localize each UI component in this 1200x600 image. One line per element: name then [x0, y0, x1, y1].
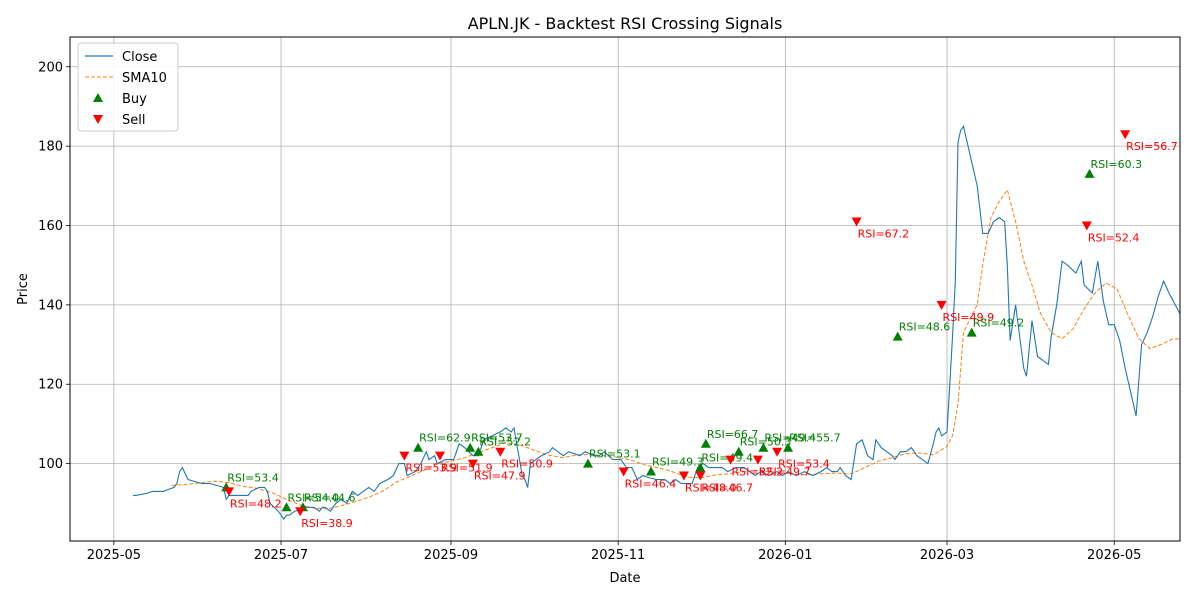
y-tick-label: 200 — [38, 60, 63, 75]
buy-annotation: RSI=54.0 — [288, 491, 340, 504]
buy-annotation: RSI=55.7 — [789, 432, 841, 445]
buy-marker — [966, 327, 977, 337]
sma10-series-line — [171, 188, 1180, 510]
sell-annotation: RSI=56.7 — [1126, 140, 1178, 153]
sell-annotation: RSI=48.2 — [230, 497, 282, 510]
x-axis-label: Date — [609, 571, 640, 586]
y-tick-label: 160 — [38, 219, 63, 234]
buy-annotation: RSI=53.7 — [471, 432, 523, 445]
buy-annotation: RSI=48.6 — [899, 321, 951, 334]
sma-layer — [171, 188, 1180, 510]
buy-annotation: RSI=50.3 — [740, 436, 792, 449]
sell-annotation: RSI=52.2 — [732, 466, 784, 479]
buy-annotation: RSI=53.1 — [589, 448, 641, 461]
sell-marker — [695, 471, 706, 481]
buy-marker — [892, 331, 903, 341]
legend-label: Close — [122, 50, 157, 65]
buy-marker — [695, 462, 706, 472]
sell-annotation: RSI=47.9 — [474, 470, 526, 483]
sell-annotation: RSI=53.4 — [778, 458, 830, 471]
sell-marker — [399, 451, 410, 461]
buy-annotation: RSI=62.9 — [419, 432, 471, 445]
buy-annotation: RSI=49.3 — [652, 456, 704, 469]
sell-annotation: RSI=53.9 — [405, 462, 457, 475]
sell-annotation: RSI=46.4 — [625, 478, 677, 491]
sell-annotation: RSI=38.9 — [301, 517, 353, 530]
buy-marker — [1084, 168, 1095, 178]
x-tick-label: 2026-05 — [1087, 548, 1141, 563]
buy-annotation: RSI=52.2 — [479, 436, 531, 449]
buy-marker — [413, 442, 424, 452]
grid — [70, 37, 1180, 541]
x-tick-label: 2026-01 — [758, 548, 812, 563]
close-series-line — [133, 124, 1180, 521]
buy-marker — [583, 458, 593, 468]
y-tick-label: 100 — [38, 457, 63, 472]
close-layer — [133, 124, 1180, 521]
buy-marker — [465, 442, 476, 452]
x-tick-label: 2026-03 — [920, 548, 974, 563]
buy-marker — [758, 442, 769, 452]
legend: Close SMA10 Buy Sell — [77, 42, 179, 132]
buy-marker — [700, 438, 711, 448]
y-axis-label: Price — [16, 273, 31, 305]
sell-marker — [618, 467, 629, 477]
buy-annotation: RSI=44.6 — [304, 491, 356, 504]
legend-label: SMA10 — [122, 71, 167, 86]
sell-annotation: RSI=67.2 — [858, 228, 910, 241]
buy-annotation: RSI=66.7 — [707, 428, 759, 441]
chart-title: APLN.JK - Backtest RSI Crossing Signals — [468, 14, 783, 33]
sell-marker — [752, 455, 763, 465]
sell-marker — [223, 487, 234, 497]
sell-annotation: RSI=49.9 — [943, 311, 995, 324]
sell-marker — [1081, 221, 1092, 231]
sell-marker — [851, 217, 862, 227]
buy-annotation: RSI=49.2 — [973, 317, 1025, 330]
buy-marker — [733, 446, 744, 456]
sell-annotation: RSI=52.4 — [1088, 232, 1140, 245]
buy-annotation: RSI=60.3 — [1091, 158, 1143, 171]
x-tick-label: 2025-07 — [254, 548, 308, 563]
sell-annotation: RSI=51.9 — [441, 462, 493, 475]
legend-box — [77, 42, 179, 132]
buy-annotation: RSI=49.4 — [764, 432, 816, 445]
legend-label: Sell — [122, 113, 145, 128]
sell-marker — [772, 447, 783, 457]
buy-marker — [473, 446, 484, 456]
sell-annotation: RSI=50.9 — [501, 458, 553, 471]
plot-frame — [69, 36, 1181, 542]
buy-marker — [646, 466, 657, 476]
buy-marker — [281, 502, 292, 512]
x-tick-label: 2025-09 — [424, 548, 478, 563]
x-tick-label: 2025-11 — [591, 548, 645, 563]
sell-marker — [1120, 130, 1131, 140]
sell-annotation: RSI=49.7 — [759, 466, 811, 479]
sell-marker — [936, 300, 947, 310]
legend-sell-swatch — [93, 115, 103, 124]
x-tick-label: 2025-05 — [87, 548, 141, 563]
sell-annotation: RSI=48.0 — [685, 482, 737, 495]
plot-background — [70, 37, 1180, 541]
sell-marker — [495, 447, 506, 457]
legend-buy-swatch — [93, 93, 103, 102]
y-tick-label: 140 — [38, 298, 63, 313]
sell-marker — [467, 459, 478, 469]
sell-marker — [725, 455, 736, 465]
legend-label: Buy — [122, 92, 147, 107]
x-axis-ticks: 2025-05 2025-07 2025-09 2025-11 2026-01 2026-… — [87, 541, 1141, 563]
y-tick-label: 120 — [38, 378, 63, 393]
y-axis-ticks: 100 120 140 160 180 200 — [38, 60, 70, 472]
sell-marker — [678, 471, 689, 481]
sell-marker — [295, 507, 306, 517]
sell-annotation: RSI=46.7 — [701, 482, 753, 495]
sell-marker — [435, 451, 445, 461]
buy-annotation: RSI=53.4 — [227, 471, 279, 484]
y-tick-label: 180 — [38, 140, 63, 155]
buy-marker — [783, 442, 794, 452]
